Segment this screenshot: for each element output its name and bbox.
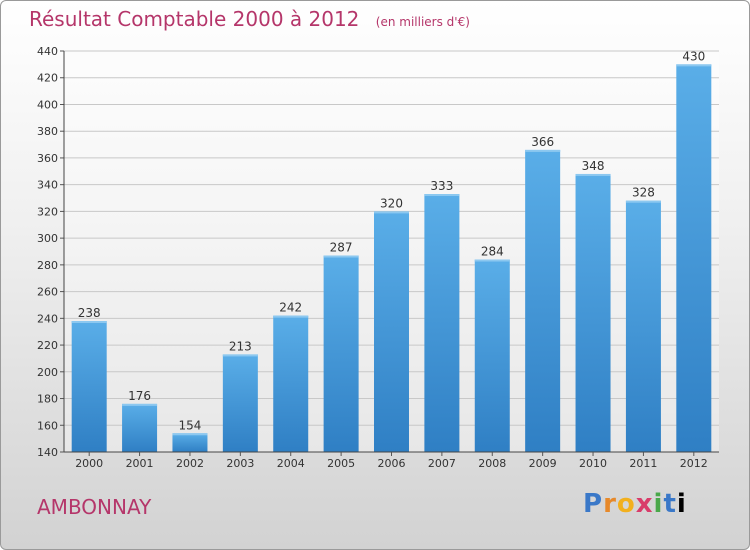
bar <box>474 259 510 452</box>
bar-highlight <box>172 433 208 436</box>
chart-title-text: Résultat Comptable 2000 à 2012 <box>29 7 360 31</box>
y-tick-label: 260 <box>37 286 58 299</box>
bar-highlight <box>323 255 359 258</box>
data-label: 366 <box>531 135 554 149</box>
place-name: AMBONNAY <box>37 495 152 519</box>
logo-letter: t <box>663 489 677 519</box>
bar <box>625 200 661 452</box>
bar <box>122 403 158 452</box>
bar <box>374 211 409 452</box>
logo-letter: i <box>676 489 687 519</box>
y-tick-label: 380 <box>37 125 58 138</box>
data-label: 333 <box>430 179 453 193</box>
bar <box>525 149 561 452</box>
x-tick-label: 2005 <box>327 457 355 470</box>
x-tick-label: 2003 <box>226 457 254 470</box>
y-tick-label: 440 <box>37 45 58 58</box>
y-tick-label: 360 <box>37 152 58 165</box>
data-label: 176 <box>128 389 151 403</box>
chart-subtitle: (en milliers d'€) <box>375 15 470 29</box>
chart-title: Résultat Comptable 2000 à 2012 (en milli… <box>29 7 470 31</box>
bar-highlight <box>424 194 460 197</box>
bar <box>575 173 611 452</box>
x-tick-label: 2009 <box>529 457 557 470</box>
bar <box>273 315 309 452</box>
data-label: 238 <box>78 306 101 320</box>
bar-highlight <box>71 321 107 324</box>
x-tick-label: 2011 <box>629 457 657 470</box>
logo-letter: i <box>653 489 664 519</box>
x-tick-label: 2001 <box>126 457 154 470</box>
data-label: 213 <box>229 339 252 353</box>
logo-letter: o <box>616 489 636 519</box>
bar <box>676 64 712 452</box>
bar-highlight <box>575 173 611 176</box>
logo-letter: x <box>635 489 654 519</box>
x-tick-label: 2000 <box>75 457 103 470</box>
bar-chart: 238176154213242287320333284366348328430 … <box>37 45 719 470</box>
bar-highlight <box>676 64 712 67</box>
data-label: 284 <box>481 245 504 259</box>
y-tick-label: 420 <box>37 72 58 85</box>
data-label: 328 <box>632 186 655 200</box>
x-tick-label: 2006 <box>378 457 406 470</box>
bar <box>222 354 258 452</box>
x-tick-label: 2002 <box>176 457 204 470</box>
x-tick-label: 2012 <box>680 457 708 470</box>
x-tick-label: 2008 <box>478 457 506 470</box>
proxiti-logo: Proxiti <box>583 489 687 519</box>
data-label: 287 <box>330 241 353 255</box>
x-tick-label: 2004 <box>277 457 305 470</box>
y-tick-label: 140 <box>37 446 58 459</box>
data-label: 242 <box>279 301 302 315</box>
y-tick-label: 400 <box>37 98 58 111</box>
y-tick-label: 220 <box>37 339 58 352</box>
bar-highlight <box>474 259 510 262</box>
y-tick-label: 340 <box>37 179 58 192</box>
bar-highlight <box>374 211 409 214</box>
bar-highlight <box>625 200 661 203</box>
data-label: 320 <box>380 196 403 210</box>
y-tick-label: 160 <box>37 419 58 432</box>
y-tick-label: 180 <box>37 393 58 406</box>
logo-letter: r <box>603 489 617 519</box>
data-label: 430 <box>682 49 705 63</box>
bar <box>71 321 107 452</box>
y-tick-label: 240 <box>37 312 58 325</box>
y-tick-label: 320 <box>37 205 58 218</box>
bar <box>172 433 208 452</box>
data-label: 348 <box>582 159 605 173</box>
bar-highlight <box>525 149 561 152</box>
bar <box>323 255 359 452</box>
logo-letter: P <box>583 489 604 519</box>
y-tick-label: 280 <box>37 259 58 272</box>
y-tick-label: 200 <box>37 366 58 379</box>
bar-highlight <box>273 315 309 318</box>
bar-highlight <box>222 354 258 357</box>
bar-highlight <box>122 403 158 406</box>
bar <box>424 194 460 453</box>
x-tick-label: 2010 <box>579 457 607 470</box>
y-tick-label: 300 <box>37 232 58 245</box>
data-label: 154 <box>179 418 202 432</box>
x-tick-label: 2007 <box>428 457 456 470</box>
